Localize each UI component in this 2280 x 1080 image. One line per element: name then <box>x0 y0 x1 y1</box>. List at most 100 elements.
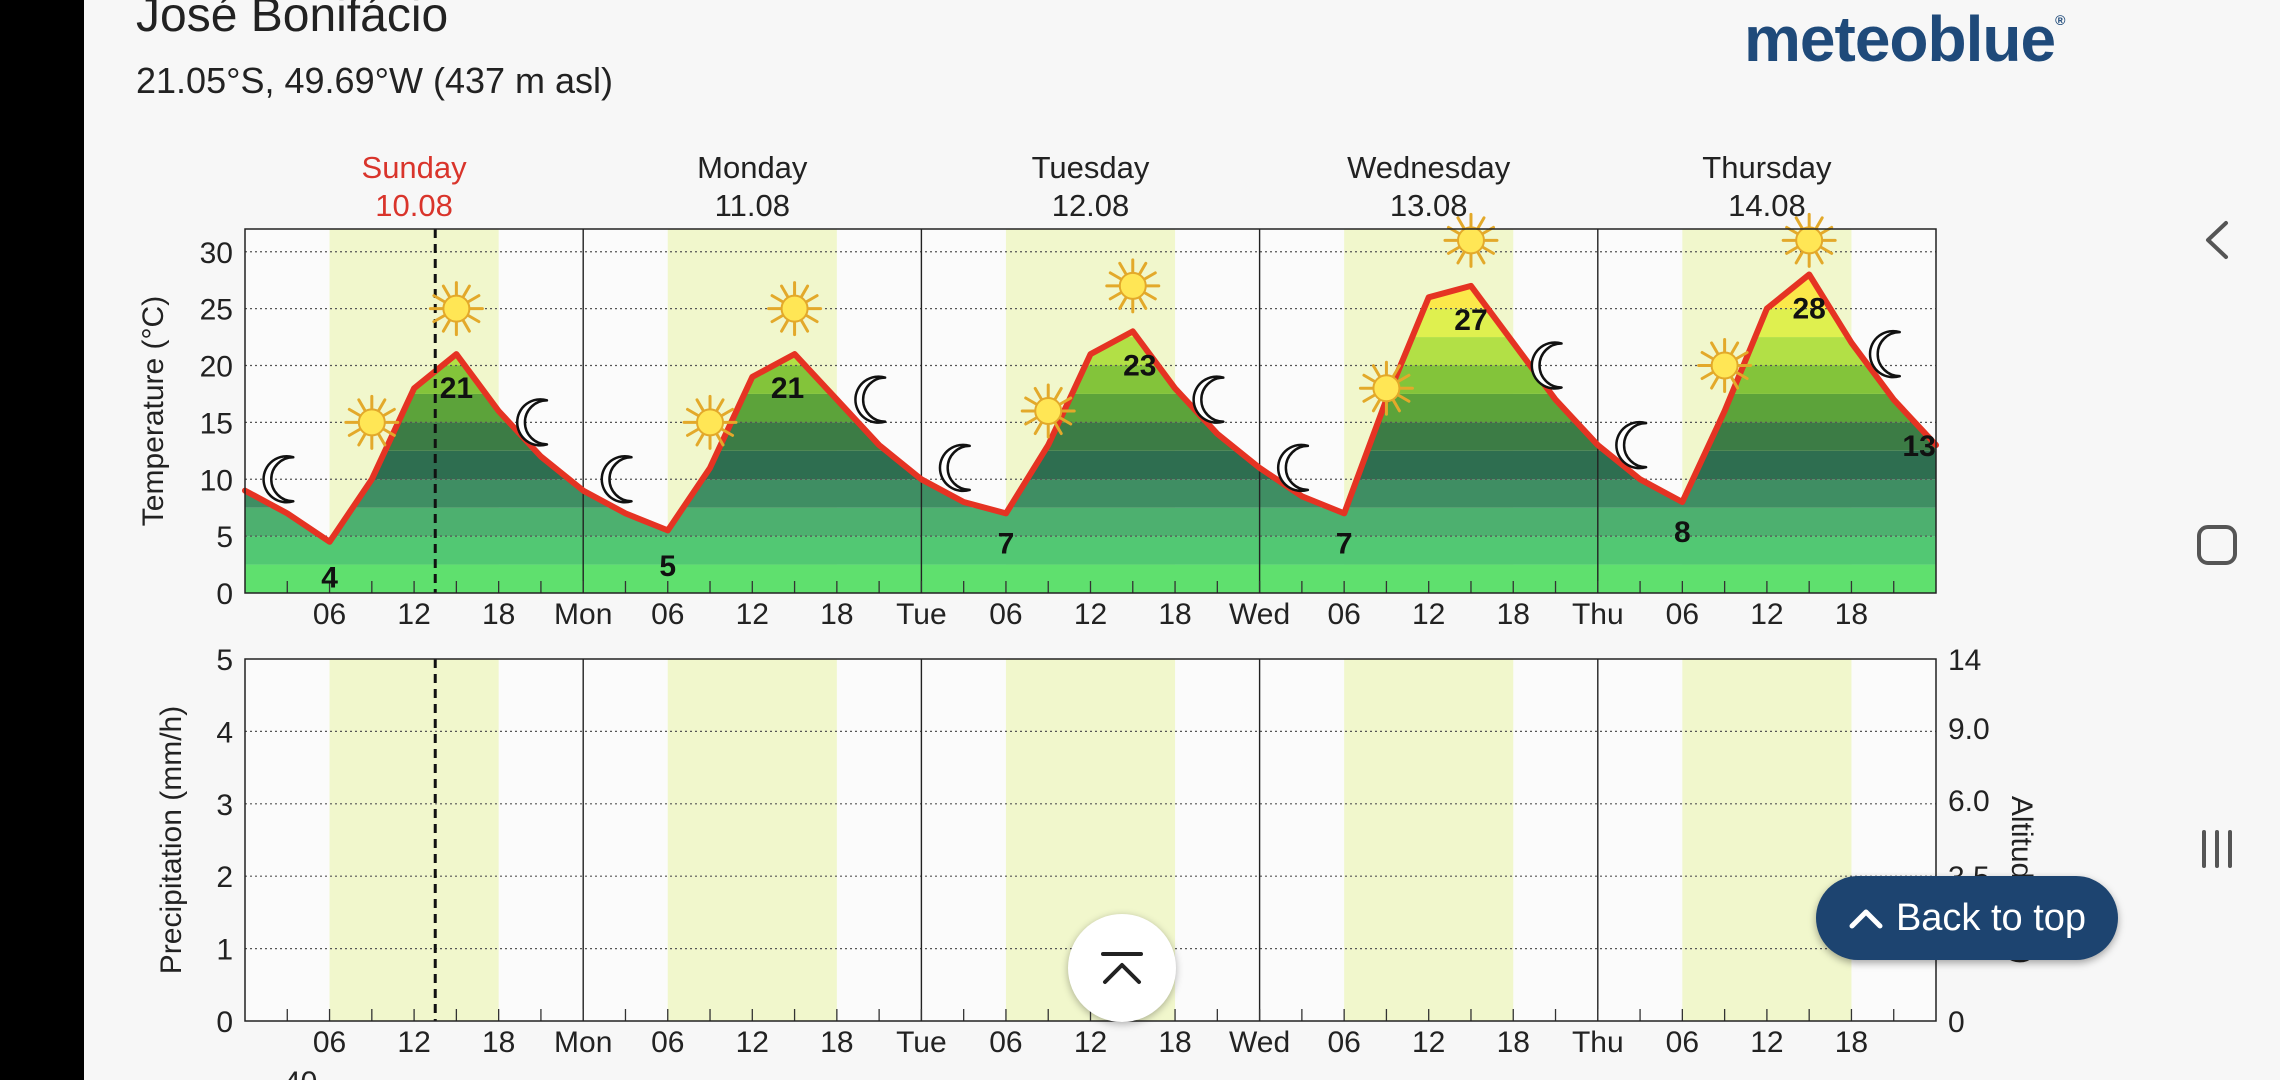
sun-ray <box>1033 421 1043 436</box>
altitude-tick-label: 14 <box>1948 644 1981 677</box>
temperature-x-tick-label: 18 <box>1158 598 1191 631</box>
sun-disc <box>1710 351 1739 380</box>
day-name: Thursday <box>1702 150 1832 185</box>
temperature-x-tick-label: Thu <box>1572 598 1624 631</box>
sun-ray <box>1143 291 1157 301</box>
sun-disc <box>1118 271 1147 300</box>
precipitation-x-tick-label: 06 <box>1327 1026 1360 1059</box>
sun-disc <box>780 294 809 323</box>
sun-ray <box>466 314 481 324</box>
precipitation-x-tick-label: 18 <box>482 1026 515 1059</box>
sun-ray <box>1362 373 1376 383</box>
sun-ray <box>1700 351 1715 360</box>
moon-icon <box>262 455 295 504</box>
home-square-icon[interactable] <box>2182 510 2252 580</box>
sun-ray <box>441 284 451 299</box>
temperature-x-tick-label: 06 <box>989 598 1022 631</box>
forecast-page: José Bonifácio 21.05°S, 49.69°W (437 m a… <box>84 0 2154 1080</box>
sun-ray <box>466 294 481 304</box>
precipitation-x-tick-label: 12 <box>1750 1026 1783 1059</box>
moon-icon <box>854 375 887 424</box>
temperature-value-label: 28 <box>1792 293 1825 326</box>
sun-ray <box>432 314 446 324</box>
sun-ray <box>1053 386 1063 401</box>
sun-ray <box>1735 371 1749 380</box>
sun-ray <box>1397 373 1411 383</box>
sun-ray <box>1710 376 1720 390</box>
sun-ray <box>1143 271 1157 281</box>
sun-ray <box>1033 386 1043 401</box>
temperature-x-tick-label: 06 <box>1327 598 1360 631</box>
sun-ray <box>686 427 700 437</box>
sun-disc <box>442 294 471 323</box>
moon-icon <box>1276 443 1310 493</box>
daylight-band <box>1344 659 1514 1021</box>
sun-disc <box>1456 226 1485 255</box>
sun-ray <box>1058 396 1073 406</box>
day-name: Monday <box>697 150 808 185</box>
daylight-band <box>1682 659 1852 1021</box>
temperature-value-label: 4 <box>321 562 338 595</box>
day-date: 12.08 <box>1052 188 1130 223</box>
precipitation-x-tick-label: 18 <box>820 1026 853 1059</box>
sun-ray <box>461 284 471 299</box>
sun-ray <box>780 319 790 333</box>
day-name: Sunday <box>362 150 468 185</box>
temperature-x-tick-label: 12 <box>1750 598 1783 631</box>
temperature-x-tick-label: Mon <box>554 598 612 631</box>
registered-mark: ® <box>2055 12 2065 28</box>
back-to-top-button[interactable]: Back to top <box>1816 876 2118 960</box>
back-chevron-icon[interactable] <box>2182 205 2252 275</box>
moon-icon <box>515 398 549 447</box>
temperature-y-tick-label: 25 <box>200 294 233 327</box>
sun-ray <box>1730 376 1740 390</box>
double-chevron-up-icon <box>1101 952 1143 984</box>
sun-ray <box>1785 245 1799 255</box>
sun-ray <box>347 407 362 417</box>
sun-ray <box>1118 296 1128 310</box>
precipitation-x-tick-label: Mon <box>554 1026 612 1059</box>
chevron-up-icon <box>1849 909 1883 929</box>
sun-ray <box>1058 416 1073 426</box>
sun-icon <box>767 281 823 337</box>
sun-ray <box>715 432 725 447</box>
moon-icon <box>600 455 633 504</box>
sun-ray <box>1138 261 1148 276</box>
temperature-value-label: 27 <box>1454 304 1487 337</box>
sun-ray <box>1814 250 1824 265</box>
temperature-x-tick-label: 12 <box>397 598 430 631</box>
recent-apps-icon[interactable] <box>2182 814 2252 884</box>
precipitation-x-tick-label: 06 <box>989 1026 1022 1059</box>
sun-ray <box>720 427 735 437</box>
temperature-x-tick-label: 18 <box>1835 598 1868 631</box>
sun-ray <box>780 284 790 299</box>
precipitation-x-tick-label: 06 <box>313 1026 346 1059</box>
scroll-up-button[interactable] <box>1068 914 1176 1022</box>
sun-ray <box>805 294 819 304</box>
sun-ray <box>382 407 396 417</box>
sun-ray <box>347 427 362 437</box>
sun-ray <box>1053 421 1063 436</box>
sun-ray <box>377 432 387 447</box>
precipitation-plot-border <box>244 658 1937 1022</box>
temperature-axis-label: Temperature (°C) <box>137 296 170 526</box>
precipitation-x-tick-label: 12 <box>1074 1026 1107 1059</box>
sun-disc <box>357 408 386 437</box>
moon-icon <box>1530 341 1563 390</box>
sun-disc <box>1795 226 1824 255</box>
precipitation-y-tick-label: 1 <box>216 934 233 967</box>
logo-text: meteoblue <box>1744 3 2056 75</box>
meteoblue-logo[interactable]: meteoblue® <box>1744 2 2065 76</box>
precipitation-x-tick-label: Tue <box>896 1026 947 1059</box>
precipitation-y-tick-label: 4 <box>216 716 233 749</box>
moon-icon <box>1615 420 1648 470</box>
precipitation-y-tick-label: 5 <box>216 644 233 677</box>
temperature-x-tick-label: 18 <box>820 598 853 631</box>
sun-ray <box>432 294 446 304</box>
sun-ray <box>686 407 700 417</box>
day-name: Wednesday <box>1347 150 1511 185</box>
day-date: 10.08 <box>375 188 453 223</box>
temperature-value-label: 7 <box>998 527 1015 560</box>
sun-icon <box>1697 338 1753 393</box>
sun-ray <box>1362 393 1376 403</box>
